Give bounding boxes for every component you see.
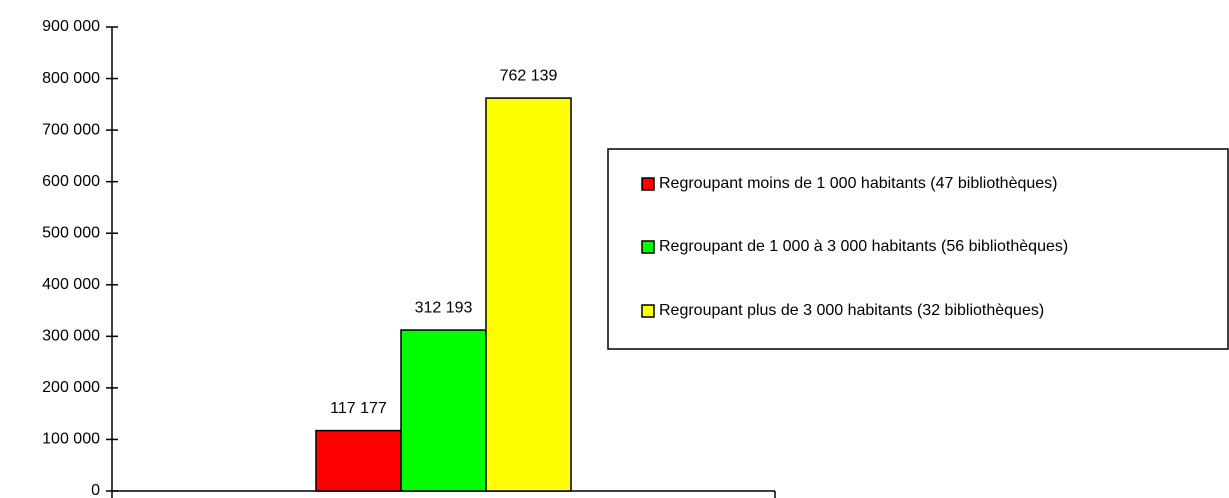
data-label: 312 193 xyxy=(415,299,473,316)
y-tick-label: 100 000 xyxy=(42,431,100,448)
bar xyxy=(315,429,402,492)
data-label: 117 177 xyxy=(330,400,387,417)
y-tick-label: 900 000 xyxy=(42,18,100,35)
legend-swatch xyxy=(641,304,655,318)
legend-label: Regroupant moins de 1 000 habitants (47 … xyxy=(659,175,1058,192)
y-tick-label: 800 000 xyxy=(42,70,100,87)
bar xyxy=(400,329,487,492)
legend-label: Regroupant plus de 3 000 habitants (32 b… xyxy=(659,302,1044,319)
y-tick-label: 0 xyxy=(91,482,100,498)
bar xyxy=(485,97,572,492)
y-tick-label: 600 000 xyxy=(42,173,100,190)
y-tick-label: 700 000 xyxy=(42,121,100,138)
data-label: 762 139 xyxy=(500,67,558,84)
legend-swatch xyxy=(641,177,655,191)
legend-box xyxy=(607,148,1229,350)
y-tick-label: 400 000 xyxy=(42,276,100,293)
y-tick-label: 200 000 xyxy=(42,379,100,396)
legend-swatch xyxy=(641,240,655,254)
y-tick-label: 500 000 xyxy=(42,224,100,241)
legend-label: Regroupant de 1 000 à 3 000 habitants (5… xyxy=(659,238,1068,255)
y-tick-label: 300 000 xyxy=(42,328,100,345)
